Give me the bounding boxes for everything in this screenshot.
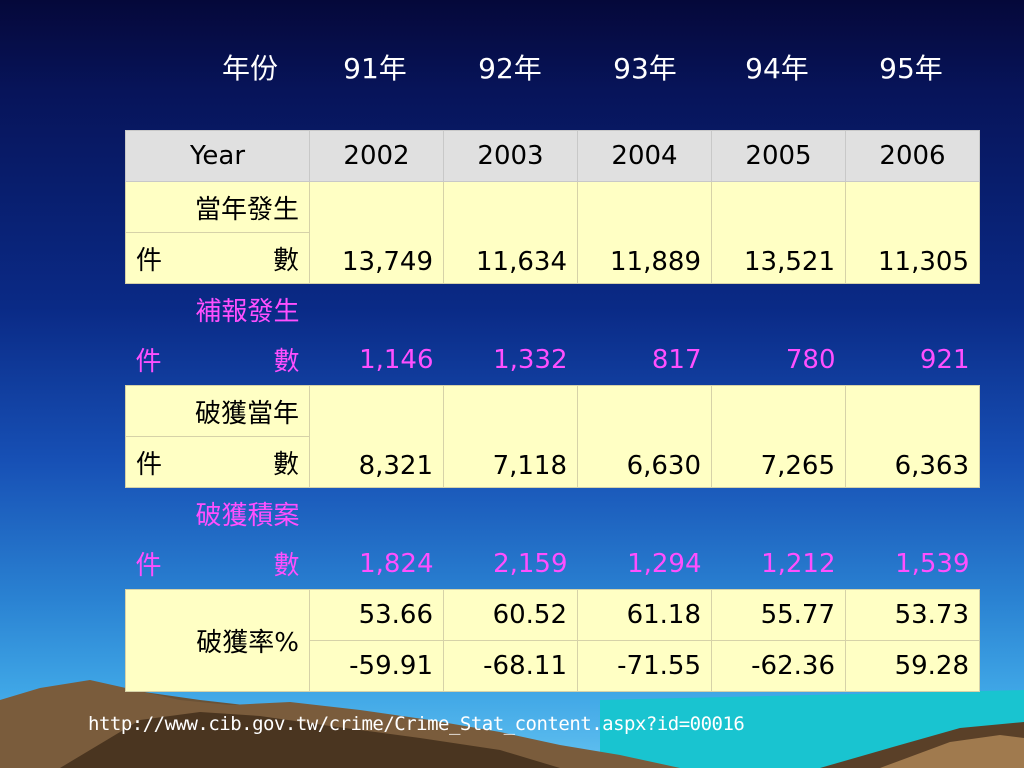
row-label: 件 數 (125, 436, 310, 488)
roc-year-95: 95年 (879, 52, 943, 85)
table-cell: 53.73 (845, 589, 980, 641)
row-label-part: 數 (272, 449, 299, 480)
table-row: 件 數 1,146 1,332 817 780 921 (126, 335, 980, 386)
table-row: 破獲當年 8,321 7,118 6,630 7,265 6,363 (125, 385, 980, 488)
header-year-2005: 2005 (711, 130, 846, 182)
roc-year-91: 91年 (343, 52, 407, 85)
roc-year-93: 93年 (613, 52, 677, 85)
table-row: 件 數 (125, 436, 980, 488)
table-cell: 59.28 (845, 640, 980, 692)
table-cell: 6,630 (577, 385, 712, 488)
row-label: 件 數 (125, 232, 310, 284)
rate-label: 破獲率% (125, 589, 310, 692)
table-cell: 61.18 (577, 589, 712, 641)
table-row: 當年發生 13,749 11,634 11,889 13,521 11,305 (125, 181, 980, 284)
header-year-2006: 2006 (845, 130, 980, 182)
table-cell: 1,146 (359, 344, 434, 375)
header-year-2002: 2002 (309, 130, 444, 182)
table-cell: 11,305 (845, 181, 980, 284)
table-cell: 55.77 (711, 589, 846, 641)
table-row: 破獲積案 (126, 488, 980, 539)
table-cell: 780 (785, 344, 836, 375)
row-label: 件 數 (126, 335, 310, 386)
table-row: 補報發生 (126, 284, 980, 335)
row-label: 破獲積案 (195, 500, 300, 531)
table-row: 件 數 1,824 2,159 1,294 1,212 1,539 (126, 539, 980, 590)
roc-year-label: 年份 (221, 52, 278, 85)
table-cell: 817 (651, 344, 702, 375)
table-cell: 1,539 (895, 548, 970, 579)
roc-year-92: 92年 (478, 52, 542, 85)
table-cell: 1,824 (359, 548, 434, 579)
mountain-shadow (60, 712, 560, 768)
table-cell: 13,749 (309, 181, 444, 284)
row-label: 破獲當年 (125, 385, 310, 437)
row-label-part: 件 (135, 551, 162, 582)
row-label: 當年發生 (125, 181, 310, 233)
table-cell: 1,332 (493, 344, 568, 375)
table-row: -59.91 -68.11 -71.55 -62.36 59.28 (126, 640, 980, 692)
row-label-part: 數 (272, 245, 299, 276)
table-header-row: Year 2002 2003 2004 2005 2006 (125, 130, 980, 182)
row-label: 補報發生 (195, 296, 300, 327)
row-label-part: 數 (273, 551, 300, 582)
table-row: 破獲率% 53.66 60.52 61.18 55.77 53.73 (125, 589, 980, 692)
table-cell: -59.91 (309, 640, 444, 692)
table-cell: 7,118 (443, 385, 578, 488)
header-year-2003: 2003 (443, 130, 578, 182)
table-row: 件 數 (125, 232, 980, 284)
row-label-part: 件 (135, 347, 162, 378)
table-cell: 1,212 (761, 548, 836, 579)
table-cell: 6,363 (845, 385, 980, 488)
row-label-part: 件 (136, 449, 163, 480)
mountain-right-light (880, 735, 1024, 768)
table-cell: 7,265 (711, 385, 846, 488)
row-label-part: 數 (273, 347, 300, 378)
table-cell: -68.11 (443, 640, 578, 692)
table-cell: 11,889 (577, 181, 712, 284)
table-cell: 13,521 (711, 181, 846, 284)
table-cell: -71.55 (577, 640, 712, 692)
header-year-label: Year (125, 130, 310, 182)
table-cell: 8,321 (309, 385, 444, 488)
table-cell: 1,294 (627, 548, 702, 579)
roc-year-94: 94年 (745, 52, 809, 85)
row-label: 件 數 (126, 539, 310, 590)
header-year-2004: 2004 (577, 130, 712, 182)
table-cell: -62.36 (711, 640, 846, 692)
source-url: http://www.cib.gov.tw/crime/Crime_Stat_c… (88, 713, 745, 735)
table-cell: 2,159 (493, 548, 568, 579)
table-cell: 921 (919, 344, 970, 375)
row-label-part: 件 (136, 245, 163, 276)
table-cell: 11,634 (443, 181, 578, 284)
table-cell: 53.66 (309, 589, 444, 641)
table-cell: 60.52 (443, 589, 578, 641)
crime-statistics-table: Year 2002 2003 2004 2005 2006 當年發生 13,74… (125, 130, 980, 692)
